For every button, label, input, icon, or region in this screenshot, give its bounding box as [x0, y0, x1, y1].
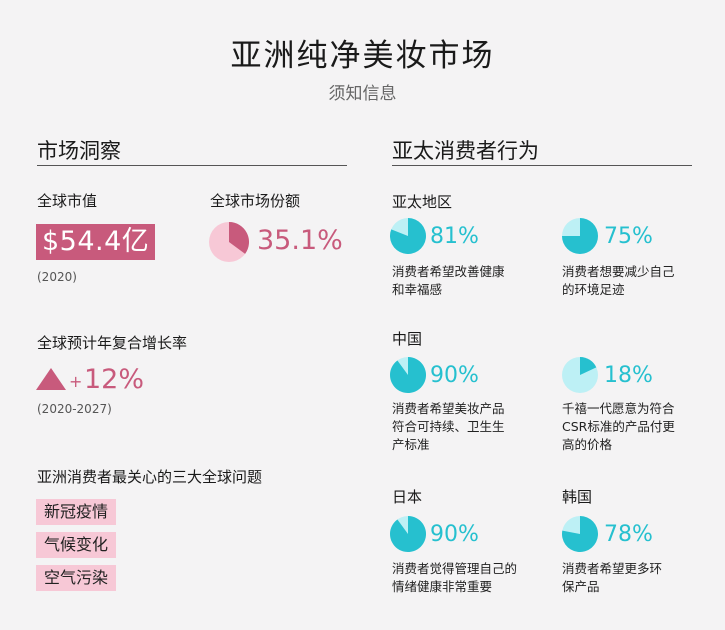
cagr-value: 12%	[84, 364, 145, 395]
stat-description: 消费者觉得管理自己的 情绪健康非常重要	[392, 561, 518, 594]
stat-pie	[562, 218, 598, 254]
page-title: 亚洲纯净美妆市场	[230, 38, 495, 74]
cagr-label: 全球预计年复合增长率	[37, 334, 188, 352]
stat-percent: 75%	[604, 224, 653, 249]
stat-description: 消费者希望改善健康 和幸福感	[392, 264, 505, 297]
stat-pie-slice	[390, 516, 426, 552]
issue-tag: 气候变化	[36, 532, 117, 558]
growth-triangle-icon	[36, 368, 66, 390]
right-divider	[392, 165, 692, 166]
cagr-years: (2020-2027)	[37, 402, 112, 416]
region-label: 韩国	[562, 488, 593, 506]
cagr-sign: +	[69, 372, 83, 391]
market-value-label: 全球市值	[37, 192, 98, 210]
market-insight-heading: 市场洞察	[37, 139, 121, 163]
stat-description: 千禧一代愿意为符合 CSR标准的产品付更 高的价格	[562, 401, 675, 452]
market-value-year: (2020)	[37, 270, 77, 284]
left-divider	[37, 165, 347, 166]
issue-tag: 新冠疫情	[36, 499, 117, 525]
stat-description: 消费者希望美妆产品 符合可持续、卫生生 产标准	[392, 401, 505, 452]
stat-pie-slice	[390, 218, 426, 254]
stat-description: 消费者希望更多环 保产品	[562, 561, 663, 594]
issue-tag: 空气污染	[36, 565, 117, 591]
stat-pie-slice	[390, 357, 426, 393]
region-label: 日本	[392, 488, 423, 506]
stat-percent: 18%	[604, 363, 653, 388]
page-subtitle: 须知信息	[328, 84, 397, 104]
market-value-badge: $54.4亿	[36, 224, 156, 260]
stat-pie	[562, 516, 598, 552]
stat-pie	[390, 357, 426, 393]
region-label: 亚太地区	[392, 193, 453, 211]
stat-pie-slice	[562, 516, 598, 552]
region-label: 中国	[392, 330, 423, 348]
market-share-pie	[209, 222, 249, 262]
issues-label: 亚洲消费者最关心的三大全球问题	[37, 468, 263, 486]
stat-description: 消费者想要减少自己 的环境足迹	[562, 264, 675, 297]
stat-percent: 78%	[604, 522, 653, 547]
stat-pie-slice	[562, 218, 598, 254]
market-share-pie-slice	[229, 222, 249, 254]
stat-pie	[390, 516, 426, 552]
stat-pie	[390, 218, 426, 254]
market-share-value: 35.1%	[257, 225, 343, 256]
market-share-label: 全球市场份额	[210, 192, 301, 210]
stat-percent: 81%	[430, 224, 479, 249]
stat-pie-slice	[580, 357, 597, 375]
stat-percent: 90%	[430, 363, 479, 388]
stat-percent: 90%	[430, 522, 479, 547]
consumer-behavior-heading: 亚太消费者行为	[392, 139, 539, 163]
stat-pie	[562, 357, 598, 393]
